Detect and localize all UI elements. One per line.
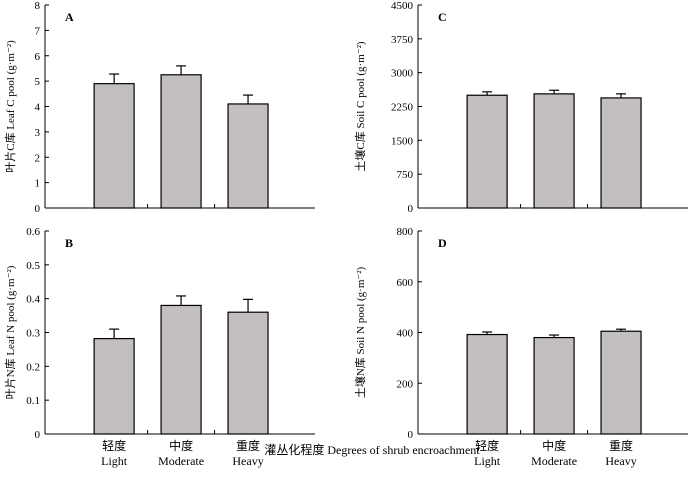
y-tick-label: 6 (35, 51, 41, 63)
bar (600, 97, 642, 209)
y-tick-label: 5 (35, 76, 41, 88)
x-category-label-en: Heavy (605, 454, 636, 468)
y-tick-label: 3 (35, 127, 41, 139)
chart-panel-c: 0 750 1500 2250 3000 3750 4500 C 土壤C库 Soil C poo… (353, 0, 688, 215)
y-tick-label: 800 (397, 226, 414, 238)
bar (93, 337, 135, 435)
x-category-label-en: Light (101, 454, 128, 468)
x-category-label-en: Light (474, 454, 501, 468)
bar (160, 304, 202, 435)
panel-letter: A (65, 10, 74, 24)
y-tick-label: 1 (35, 178, 41, 190)
y-tick-label: 0.4 (26, 294, 40, 306)
y-tick-label: 600 (397, 277, 414, 289)
y-tick-label: 0.5 (26, 260, 40, 272)
x-category-label-en: Moderate (531, 454, 577, 468)
bar (227, 103, 269, 209)
chart-panels: 0 1 2 3 4 5 6 7 8 A 叶片C库 Leaf C pool (g·m⁻²) 0 750 15… (4, 0, 688, 468)
y-tick-label: 750 (397, 169, 414, 181)
x-category-label-cn: 中度 (169, 438, 193, 453)
y-tick-label: 200 (397, 378, 414, 390)
y-tick-label: 0 (408, 429, 414, 441)
chart-panel-a: 0 1 2 3 4 5 6 7 8 A 叶片C库 Leaf C pool (g·m⁻²) (4, 0, 315, 215)
bar (160, 74, 202, 209)
bar (466, 94, 508, 209)
y-axis-label: 叶片C库 Leaf C pool (g·m⁻²) (4, 40, 17, 173)
y-tick-label: 0 (35, 429, 41, 441)
x-category-label-en: Moderate (158, 454, 204, 468)
y-tick-label: 3000 (391, 68, 414, 80)
bar (93, 83, 135, 209)
y-tick-label: 2 (35, 152, 41, 164)
bar (533, 336, 575, 435)
panel-letter: D (438, 236, 447, 250)
y-axis-label: 土壤N库 Soil N pool (g·m⁻²) (353, 267, 367, 399)
bar (600, 330, 642, 435)
x-category-label-cn: 轻度 (475, 438, 499, 453)
y-tick-label: 4500 (391, 0, 414, 12)
chart-panel-d: 0 200 400 600 800 D 土壤N库 Soil N pool (g·m⁻²) 轻度… (353, 226, 688, 468)
y-tick-label: 4 (35, 102, 41, 114)
y-tick-label: 2250 (391, 102, 414, 114)
panel-letter: B (65, 236, 73, 250)
bar (227, 311, 269, 435)
y-tick-label: 0 (35, 203, 41, 215)
y-tick-label: 0.1 (26, 395, 40, 407)
x-category-label-cn: 重度 (236, 438, 260, 453)
y-tick-label: 0.6 (26, 226, 40, 238)
y-axis-label: 叶片N库 Leaf N pool (g·m⁻²) (4, 265, 17, 399)
y-tick-label: 400 (397, 328, 414, 340)
x-category-label-cn: 轻度 (102, 438, 126, 453)
bar (533, 93, 575, 209)
x-category-label-cn: 中度 (542, 438, 566, 453)
y-tick-label: 0.2 (26, 361, 40, 373)
x-axis-label: 灌丛化程度 Degrees of shrub encroachment (264, 442, 480, 457)
y-tick-label: 7 (35, 25, 41, 37)
y-tick-label: 1500 (391, 135, 414, 147)
y-tick-label: 0 (408, 203, 414, 215)
panel-letter: C (438, 10, 447, 24)
y-axis-label: 土壤C库 Soil C pool (g·m⁻²) (353, 41, 367, 171)
chart-panel-b: 0 0.1 0.2 0.3 0.4 0.5 0.6 B 叶片N库 Leaf N pool (g·… (4, 226, 315, 468)
y-tick-label: 0.3 (26, 328, 40, 340)
y-tick-label: 3750 (391, 34, 414, 46)
bar (466, 333, 508, 435)
x-category-label-en: Heavy (232, 454, 263, 468)
y-tick-label: 8 (35, 0, 41, 12)
x-category-label-cn: 重度 (609, 438, 633, 453)
